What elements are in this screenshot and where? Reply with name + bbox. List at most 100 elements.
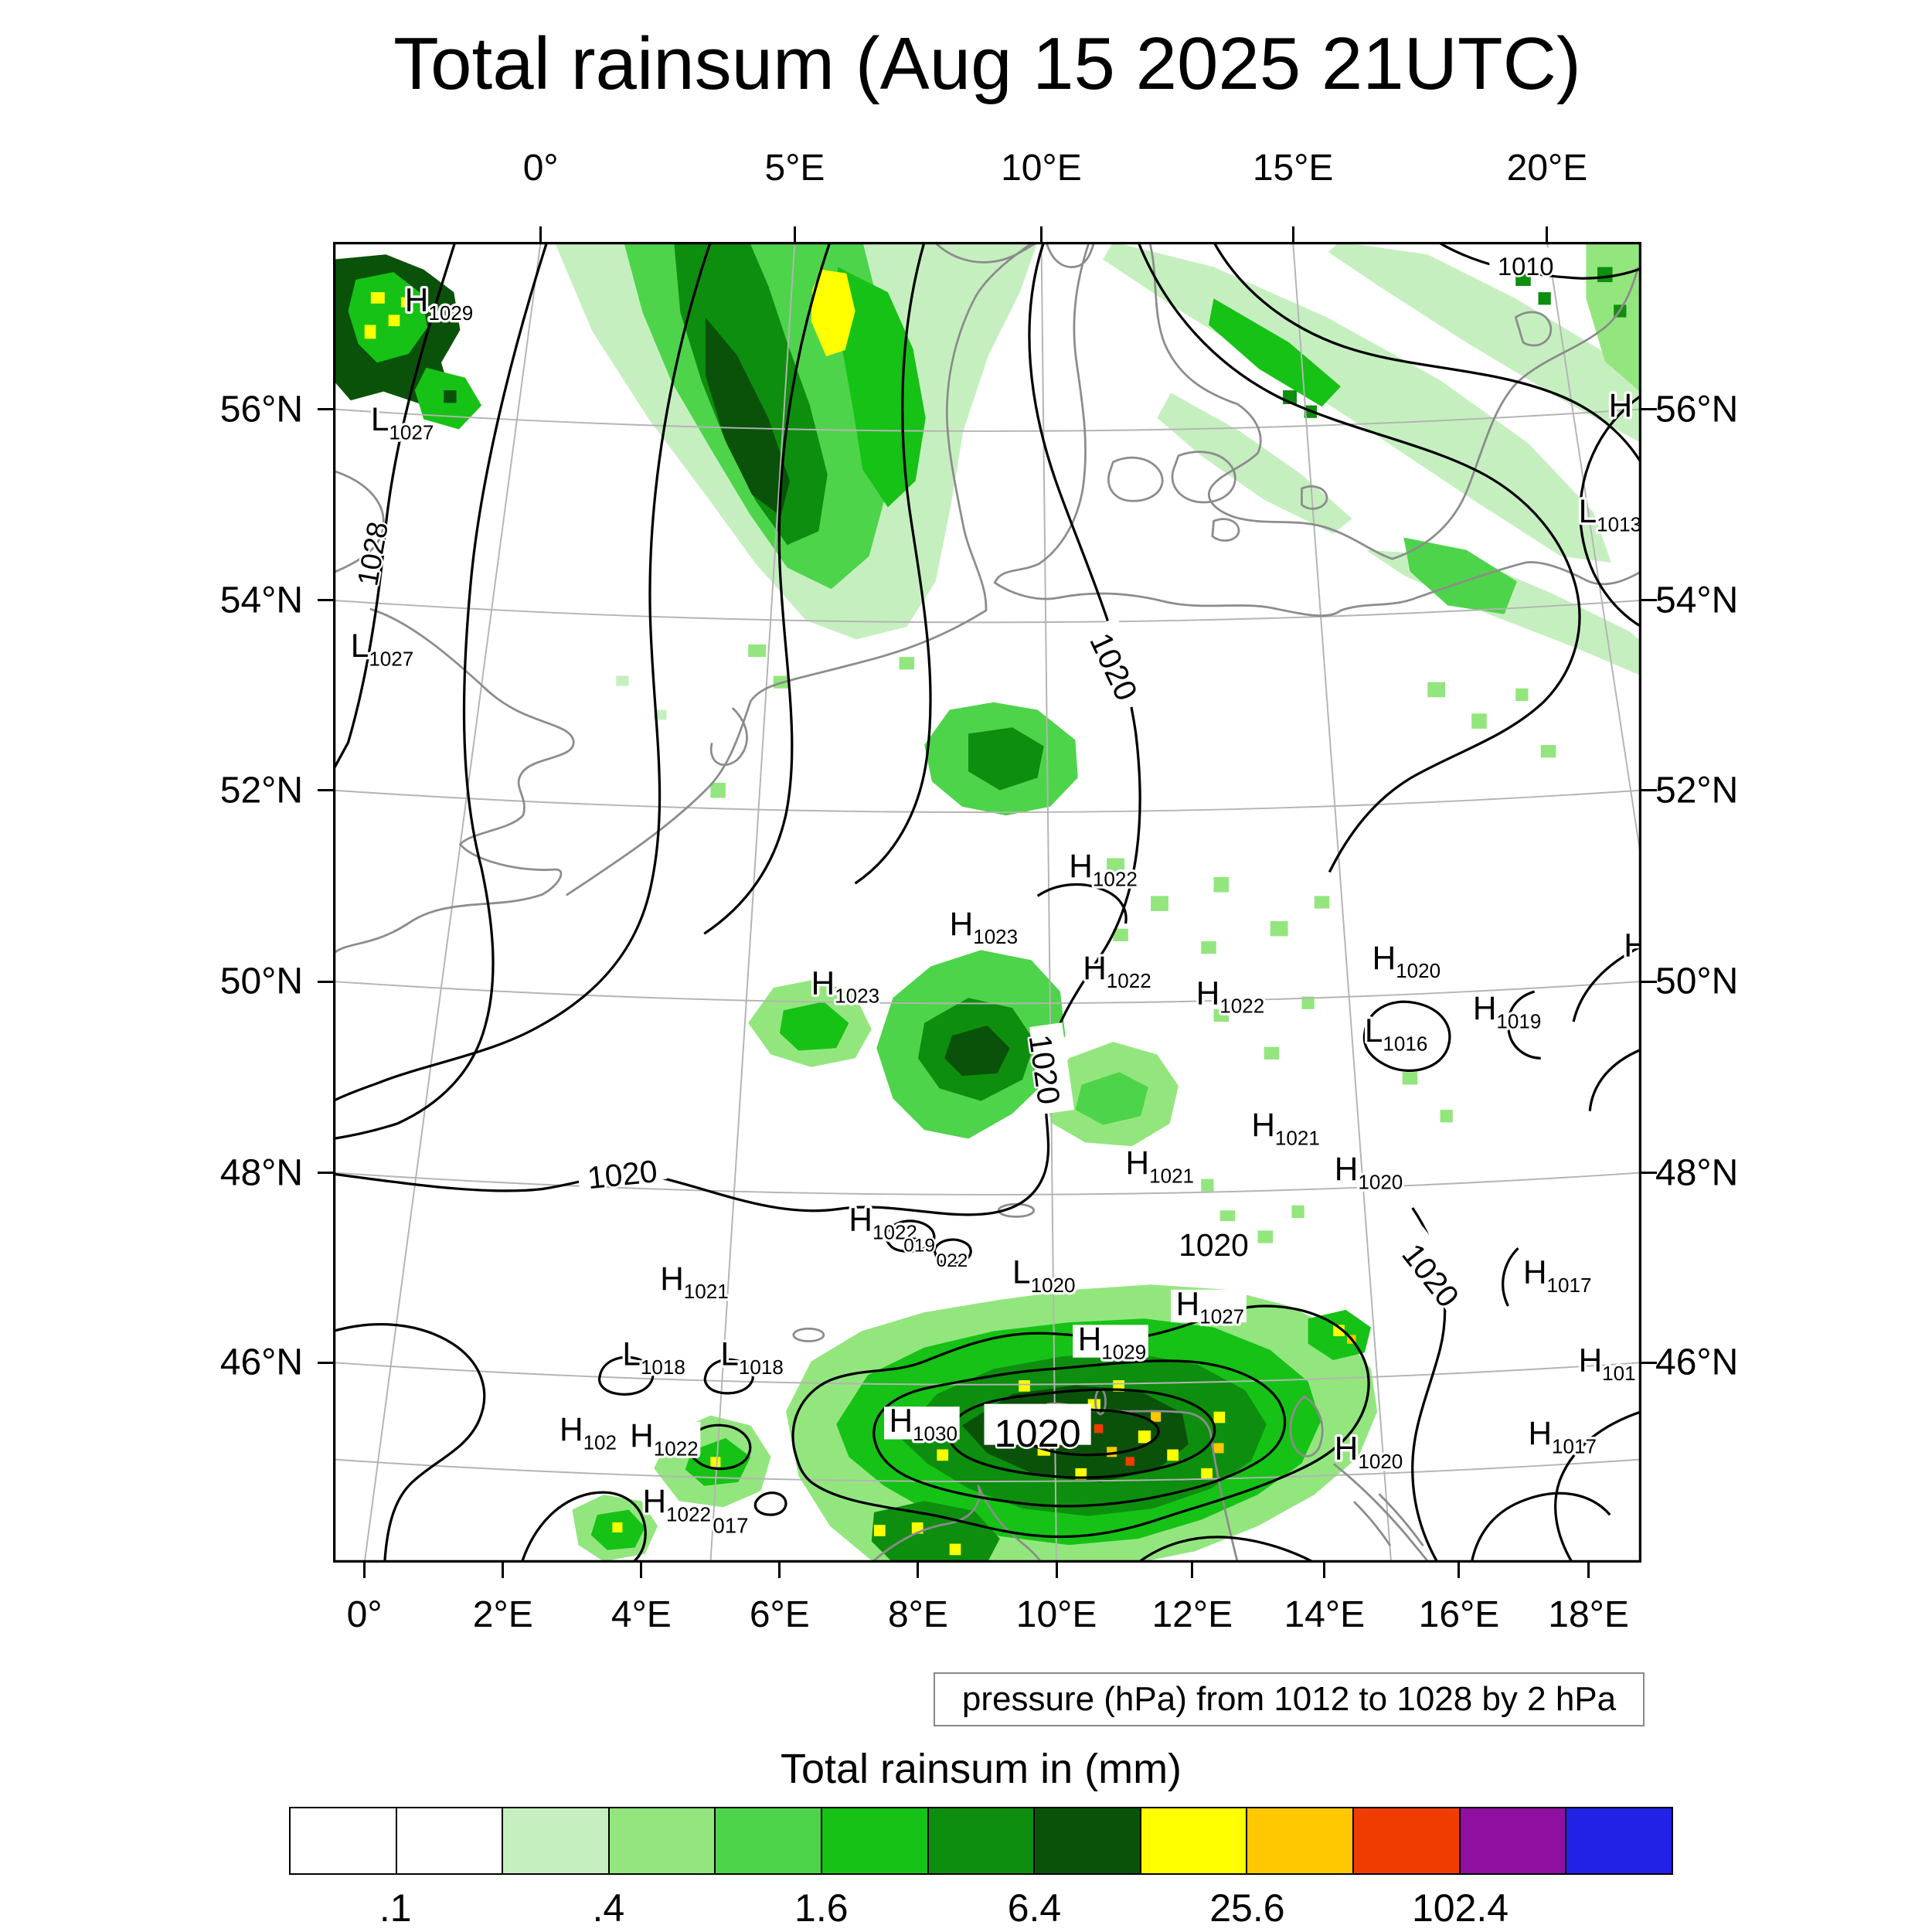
rect-graphic [1427,682,1446,698]
pressure-marker-H1022: H1022 [630,1417,698,1460]
axis-tick-bottom [1458,1563,1461,1578]
rect-graphic [1597,267,1613,283]
rain-colorbar [289,1807,1673,1875]
pressure-marker-H: H [1624,927,1641,963]
path-graphic [333,789,1641,814]
axis-tick-top [1291,226,1294,242]
axis-tick-bottom [363,1563,366,1578]
pressure-marker-L1016: L1016 [1365,1012,1427,1055]
axis-tick-bottom [1191,1563,1194,1578]
axis-label-left: 54°N [219,580,303,621]
tspan-graphic: H [1069,848,1093,884]
tspan-graphic: H [660,1260,684,1297]
tspan-graphic: H [1126,1145,1150,1181]
pressure-marker-L1018: L1018 [720,1335,783,1378]
path-graphic [1470,1492,1611,1563]
rect-graphic [1019,1379,1030,1392]
path-graphic [933,1238,972,1265]
tspan-graphic: H [1335,1151,1359,1187]
path-graphic [333,599,1641,624]
path-graphic [1075,1072,1148,1125]
rect-graphic [1538,292,1551,305]
tspan-graphic: 1027 [369,648,413,671]
colorbar-tick-label: 25.6 [1209,1886,1285,1930]
tspan-graphic: H [1579,1342,1603,1379]
colorbar-cell [1247,1808,1355,1873]
tspan-graphic: 1022 [1093,867,1138,890]
rect-graphic [1107,858,1124,874]
tspan-graphic: L [622,1335,641,1372]
pressure-marker-H1029: H1029 [1078,1321,1146,1363]
tspan-graphic: H [849,1201,872,1237]
axis-label-bottom: 10°E [1015,1594,1097,1635]
axis-label-bottom: 16°E [1418,1594,1500,1635]
tspan-graphic: 1023 [973,925,1018,948]
rect-graphic [937,1449,949,1461]
path-graphic [705,317,790,516]
marker-box [1073,1325,1148,1358]
tspan-graphic: H [1473,990,1497,1026]
colorbar-cell [609,1808,716,1873]
rect-graphic [1489,247,1563,274]
contour-label-1020: 1020 [1020,1022,1075,1114]
path-graphic [1171,451,1236,504]
rect-graphic [1219,1210,1236,1223]
axis-label-bottom: 8°E [887,1594,948,1635]
colorbar-cell [1354,1808,1461,1873]
path-graphic [1157,393,1352,534]
path-graphic [333,1362,1641,1386]
path-graphic [872,1359,1287,1508]
rect-graphic [1396,1226,1477,1316]
tspan-graphic: L [720,1335,739,1372]
rect-graphic [388,315,400,327]
rect-graphic [1540,745,1556,758]
tspan-graphic: H [1196,975,1220,1011]
pressure-marker-H1020: H1020 [1372,940,1440,982]
path-graphic [703,1358,754,1395]
path-graphic [968,727,1044,791]
colorbar-cell [291,1808,397,1873]
path-graphic [1554,1410,1641,1563]
pressure-marker-H1022: H1022 [849,1201,917,1243]
pressure-marker-L1013: L1013 [1579,493,1641,536]
axis-tick-bottom [778,1563,781,1578]
tspan-graphic: H [560,1411,583,1447]
path-graphic [333,1323,486,1563]
path-graphic [1403,537,1517,614]
pressure-marker-H1017: H1017 [1523,1254,1591,1297]
path-graphic [1328,242,1641,444]
axis-tick-right [1641,789,1657,792]
line-graphic [709,242,796,1563]
rect-graphic [1201,1468,1213,1480]
tspan-graphic: 1022 [654,1437,699,1461]
path-graphic [791,1304,1370,1539]
axis-tick-right [1641,1172,1657,1174]
rect-graphic [1402,1072,1418,1085]
line-graphic [363,242,542,1563]
tspan-graphic: H [1335,1430,1359,1467]
tspan-graphic: 1029 [1101,1340,1146,1363]
pressure-marker-L1018: L1018 [622,1335,685,1378]
axis-tick-bottom [1587,1563,1590,1578]
text-graphic: 1028 [351,519,394,588]
rect-graphic [1213,1411,1226,1423]
tspan-graphic: 1027 [389,421,434,444]
path-graphic [597,1355,655,1396]
axis-label-top: 5°E [764,148,825,189]
tspan-graphic: 1017 [1547,1274,1592,1297]
path-graphic [944,1026,1010,1077]
rect-graphic [1113,928,1128,941]
path-graphic [1107,456,1164,502]
contour-label-1020: 1020 [1081,617,1155,711]
rect-graphic [612,1522,623,1532]
axis-label-top: 10°E [1001,148,1082,189]
marker-box [624,1421,701,1455]
path-graphic [709,707,748,767]
axis-tick-left [318,980,333,983]
pressure-marker-H1029: H1029 [405,282,473,325]
tspan-graphic: H [1372,940,1396,976]
colorbar-tick-label: .4 [592,1886,625,1930]
axis-tick-left [318,408,333,411]
